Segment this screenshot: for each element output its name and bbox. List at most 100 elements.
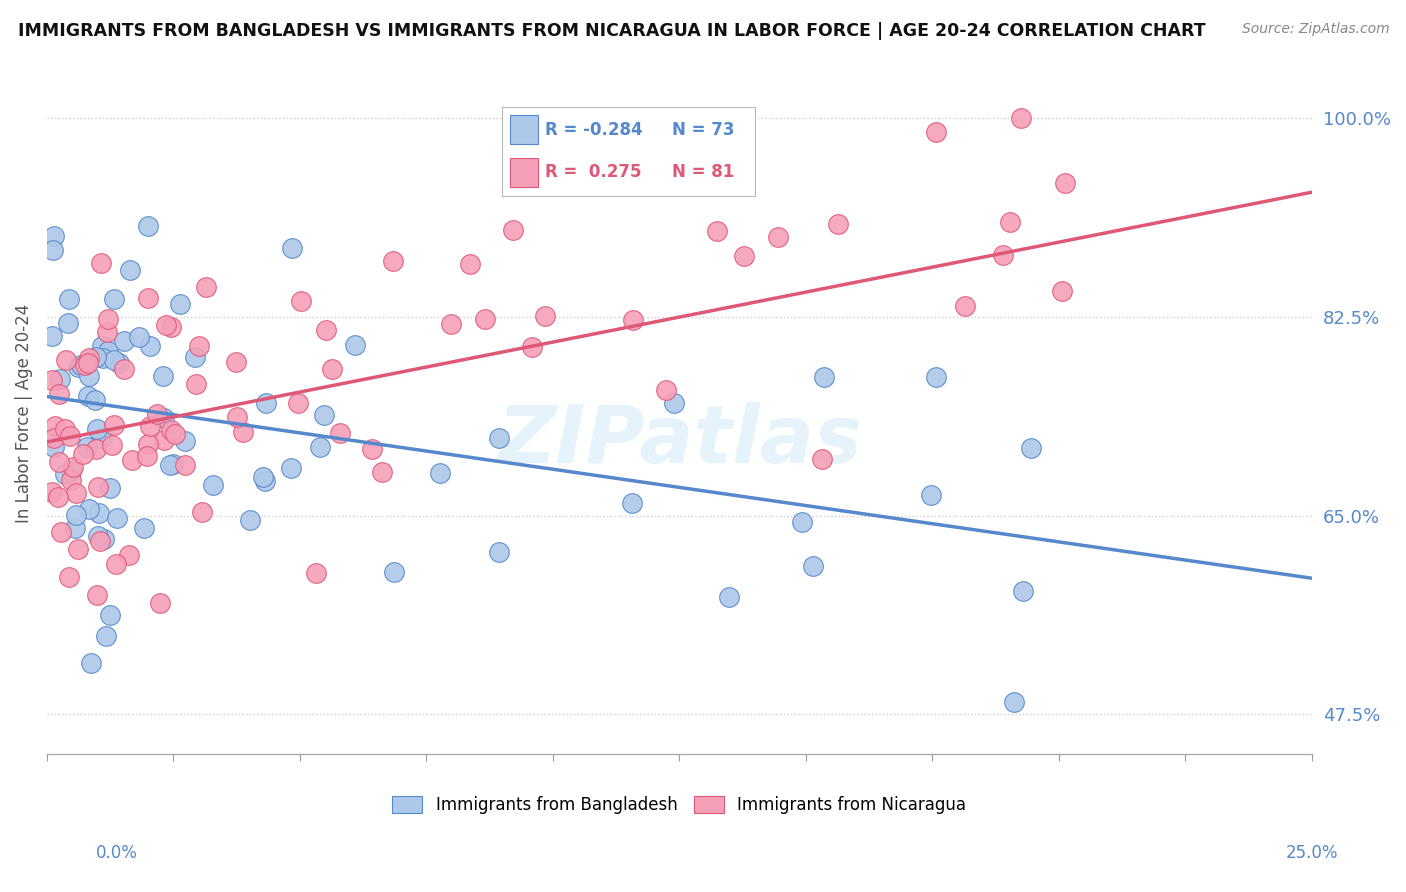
Point bbox=[309, 440, 332, 454]
Point bbox=[48, 386, 70, 401]
Point bbox=[89, 506, 111, 520]
Point bbox=[287, 395, 309, 409]
Point bbox=[384, 565, 406, 579]
Point bbox=[925, 125, 948, 139]
Point bbox=[121, 453, 143, 467]
Point bbox=[160, 423, 183, 437]
Point bbox=[56, 316, 79, 330]
Point bbox=[718, 590, 741, 604]
Point bbox=[77, 389, 100, 403]
Point bbox=[98, 607, 121, 622]
Point bbox=[502, 223, 524, 237]
Point bbox=[184, 351, 207, 365]
Point bbox=[91, 351, 114, 366]
Point bbox=[59, 428, 82, 442]
Point bbox=[41, 484, 63, 499]
Point bbox=[42, 229, 65, 244]
Point bbox=[321, 361, 343, 376]
Point bbox=[103, 417, 125, 432]
Point bbox=[811, 452, 834, 467]
Point bbox=[62, 460, 84, 475]
Point bbox=[382, 253, 405, 268]
Point bbox=[98, 482, 121, 496]
Point bbox=[136, 291, 159, 305]
Point bbox=[801, 558, 824, 573]
Point bbox=[733, 249, 755, 263]
Point bbox=[136, 437, 159, 451]
Point bbox=[329, 425, 352, 440]
Point bbox=[93, 532, 115, 546]
Point bbox=[792, 516, 814, 530]
Point bbox=[76, 356, 98, 370]
Point bbox=[79, 502, 101, 516]
Point bbox=[440, 317, 463, 331]
Point bbox=[706, 224, 728, 238]
Legend: Immigrants from Bangladesh, Immigrants from Nicaragua: Immigrants from Bangladesh, Immigrants f… bbox=[392, 796, 966, 814]
Point bbox=[520, 340, 543, 354]
Point bbox=[225, 355, 247, 369]
Point bbox=[41, 329, 63, 343]
Point bbox=[344, 338, 367, 352]
Point bbox=[920, 488, 942, 502]
Point bbox=[252, 470, 274, 484]
Point bbox=[53, 422, 76, 436]
Point bbox=[226, 410, 249, 425]
Point bbox=[67, 541, 90, 556]
Point bbox=[49, 372, 72, 386]
Point bbox=[254, 474, 277, 488]
Point bbox=[146, 407, 169, 421]
Point bbox=[474, 312, 496, 326]
Point bbox=[103, 292, 125, 306]
Point bbox=[55, 352, 77, 367]
Text: 0.0%: 0.0% bbox=[96, 844, 138, 862]
Point bbox=[42, 243, 65, 257]
Point bbox=[84, 442, 107, 456]
Point bbox=[89, 534, 111, 549]
Point bbox=[65, 486, 87, 500]
Point bbox=[139, 419, 162, 434]
Point bbox=[371, 465, 394, 479]
Point bbox=[620, 496, 643, 510]
Point bbox=[134, 521, 156, 535]
Point bbox=[655, 383, 678, 397]
Point bbox=[72, 447, 94, 461]
Point bbox=[112, 334, 135, 348]
Point bbox=[160, 319, 183, 334]
Point bbox=[169, 297, 191, 311]
Point bbox=[51, 524, 73, 539]
Point bbox=[58, 292, 80, 306]
Point bbox=[136, 219, 159, 233]
Point bbox=[128, 329, 150, 343]
Point bbox=[153, 410, 176, 425]
Point bbox=[86, 588, 108, 602]
Point bbox=[118, 549, 141, 563]
Point bbox=[53, 467, 76, 482]
Point bbox=[65, 521, 87, 535]
Point bbox=[76, 440, 98, 454]
Text: Source: ZipAtlas.com: Source: ZipAtlas.com bbox=[1241, 22, 1389, 37]
Text: 25.0%: 25.0% bbox=[1286, 844, 1339, 862]
Point bbox=[152, 369, 174, 384]
Point bbox=[73, 358, 96, 372]
Point bbox=[66, 359, 89, 374]
Point bbox=[173, 434, 195, 448]
Point bbox=[191, 505, 214, 519]
Text: IMMIGRANTS FROM BANGLADESH VS IMMIGRANTS FROM NICARAGUA IN LABOR FORCE | AGE 20-: IMMIGRANTS FROM BANGLADESH VS IMMIGRANTS… bbox=[18, 22, 1206, 40]
Point bbox=[159, 458, 181, 473]
Point bbox=[827, 217, 849, 231]
Point bbox=[280, 460, 302, 475]
Point bbox=[281, 241, 304, 255]
Point bbox=[165, 427, 187, 442]
Point bbox=[120, 263, 142, 277]
Point bbox=[1002, 695, 1025, 709]
Point bbox=[84, 392, 107, 407]
Point bbox=[152, 433, 174, 447]
Point bbox=[766, 230, 789, 244]
Point bbox=[621, 313, 644, 327]
Point bbox=[103, 352, 125, 367]
Point bbox=[108, 356, 131, 370]
Point bbox=[105, 511, 128, 525]
Text: ZIPatlas: ZIPatlas bbox=[496, 401, 862, 480]
Point bbox=[42, 431, 65, 445]
Point bbox=[195, 280, 218, 294]
